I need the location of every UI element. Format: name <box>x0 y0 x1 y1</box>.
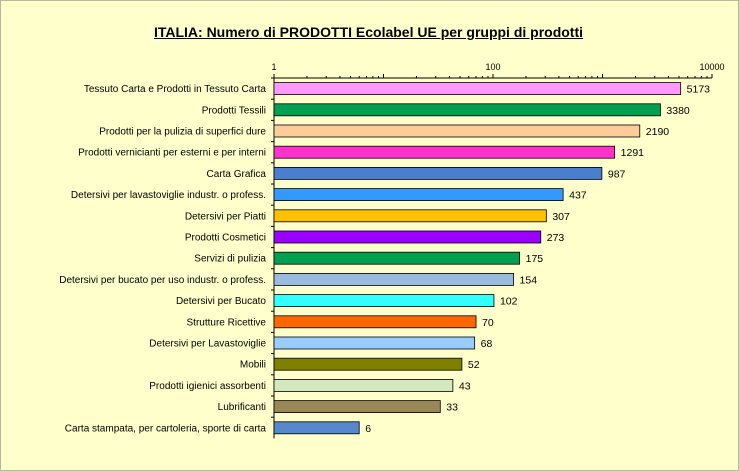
category-label: Prodotti Cosmetici <box>185 233 266 244</box>
category-label: Detersivi per Piatti <box>185 211 266 222</box>
bar <box>273 103 661 117</box>
data-label: 273 <box>547 232 565 244</box>
category-label: Lubrificanti <box>218 402 266 413</box>
category-label: Tessuto Carta e Prodotti in Tessuto Cart… <box>84 84 267 95</box>
data-label: 987 <box>608 168 626 180</box>
category-label: Carta stampata, per cartoleria, sporte d… <box>65 423 267 434</box>
category-label: Detersivi per bucato per uso industr. o … <box>59 275 266 286</box>
bar <box>273 400 441 414</box>
data-label: 6 <box>365 423 371 435</box>
bar <box>273 166 603 180</box>
category-label: Detersivi per lavastoviglie industr. o p… <box>71 190 266 201</box>
bar <box>273 251 521 265</box>
bar <box>273 378 454 392</box>
data-label: 102 <box>500 296 518 308</box>
data-label: 70 <box>482 317 494 329</box>
data-label: 1291 <box>621 147 645 159</box>
x-tick-label: 1 <box>271 62 276 72</box>
data-label: 33 <box>446 402 458 414</box>
bar <box>273 272 514 286</box>
data-label: 3380 <box>666 105 690 117</box>
data-label: 154 <box>520 274 538 286</box>
data-label: 68 <box>481 338 493 350</box>
data-label: 437 <box>569 190 587 202</box>
x-tick-label: 100 <box>485 62 500 72</box>
data-label: 5173 <box>687 84 711 96</box>
bar <box>273 124 641 138</box>
bar <box>273 421 360 435</box>
bar <box>273 315 477 329</box>
bar <box>273 145 616 159</box>
chart-title: ITALIA: Numero di PRODOTTI Ecolabel UE p… <box>153 24 584 40</box>
bar <box>273 294 495 308</box>
bar <box>273 188 564 202</box>
category-label: Mobili <box>240 360 266 371</box>
category-label: Servizi di pulizia <box>194 254 266 265</box>
category-label: Prodotti vernicianti per esterni e per i… <box>78 148 266 159</box>
category-label: Detersivi per Bucato <box>176 296 266 307</box>
data-label: 307 <box>552 211 570 223</box>
category-label: Strutture Ricettive <box>187 317 267 328</box>
category-label: Carta Grafica <box>207 169 267 180</box>
bar <box>273 357 463 371</box>
data-label: 175 <box>526 253 544 265</box>
bar <box>273 209 547 223</box>
category-label: Prodotti per la pulizia di superfici dur… <box>99 127 266 138</box>
category-label: Prodotti Tessili <box>202 105 266 116</box>
x-tick-label: 10000 <box>699 62 724 72</box>
category-label: Prodotti igienici assorbenti <box>149 381 266 392</box>
bar <box>273 336 476 350</box>
bar <box>273 230 542 244</box>
data-label: 52 <box>468 359 480 371</box>
category-label: Detersivi per Lavastoviglie <box>149 339 266 350</box>
data-label: 2190 <box>646 126 670 138</box>
bar <box>273 82 682 95</box>
data-label: 43 <box>459 380 471 392</box>
